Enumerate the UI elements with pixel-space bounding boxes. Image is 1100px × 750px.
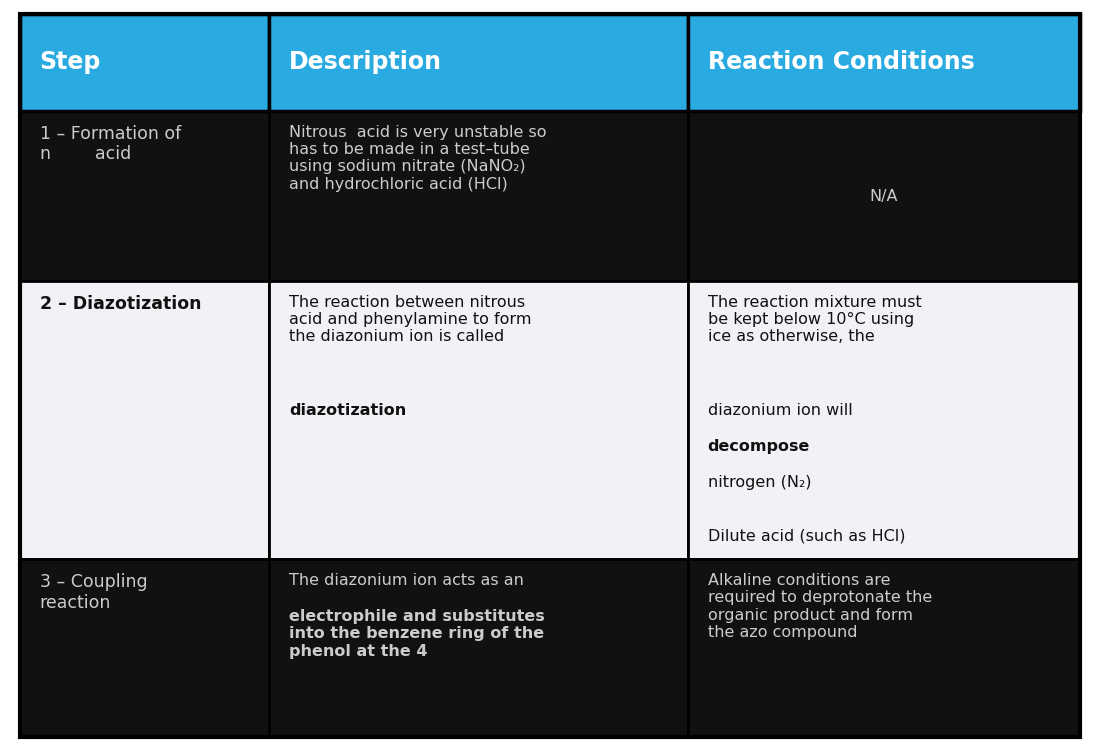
Bar [270,281,688,560]
Bar [270,560,688,736]
Text: 2 – Diazotization: 2 – Diazotization [40,295,201,313]
Polygon shape [147,182,671,565]
Text: nitrogen (N₂): nitrogen (N₂) [707,475,811,490]
Bar [688,281,1080,560]
Bar [270,13,688,111]
Bar [688,111,1080,281]
Text: decompose: decompose [707,439,810,454]
Polygon shape [543,389,722,490]
Bar [270,111,688,281]
Text: N/A: N/A [870,188,899,203]
Bar [688,560,1080,736]
Bar [20,13,270,111]
Text: Step: Step [40,50,101,74]
Text: The reaction between nitrous
acid and phenylamine to form
the diazonium ion is c: The reaction between nitrous acid and ph… [289,295,531,344]
Text: diazotization: diazotization [289,403,406,418]
Text: electrophile and substitutes
into the benzene ring of the
phenol at the 4: electrophile and substitutes into the be… [289,609,544,658]
Bar [688,13,1080,111]
Text: The reaction mixture must
be kept below 10°C using
ice as otherwise, the: The reaction mixture must be kept below … [707,295,922,344]
Text: Description: Description [289,50,442,74]
Text: diazonium ion will: diazonium ion will [707,403,858,418]
Text: Nitrous  acid is very unstable so
has to be made in a test–tube
using sodium nit: Nitrous acid is very unstable so has to … [289,124,547,192]
Polygon shape [543,258,722,358]
Text: 3 – Coupling
reaction: 3 – Coupling reaction [40,573,147,612]
Bar [20,281,270,560]
Text: Reaction Conditions: Reaction Conditions [707,50,975,74]
Text: Dilute acid (such as HCl): Dilute acid (such as HCl) [707,529,905,544]
Bar [20,560,270,736]
Bar [20,111,270,281]
Text: The diazonium ion acts as an: The diazonium ion acts as an [289,573,524,588]
Text: Alkaline conditions are
required to deprotonate the
organic product and form
the: Alkaline conditions are required to depr… [707,573,932,640]
Text: 1 – Formation of
n        acid: 1 – Formation of n acid [40,124,180,164]
